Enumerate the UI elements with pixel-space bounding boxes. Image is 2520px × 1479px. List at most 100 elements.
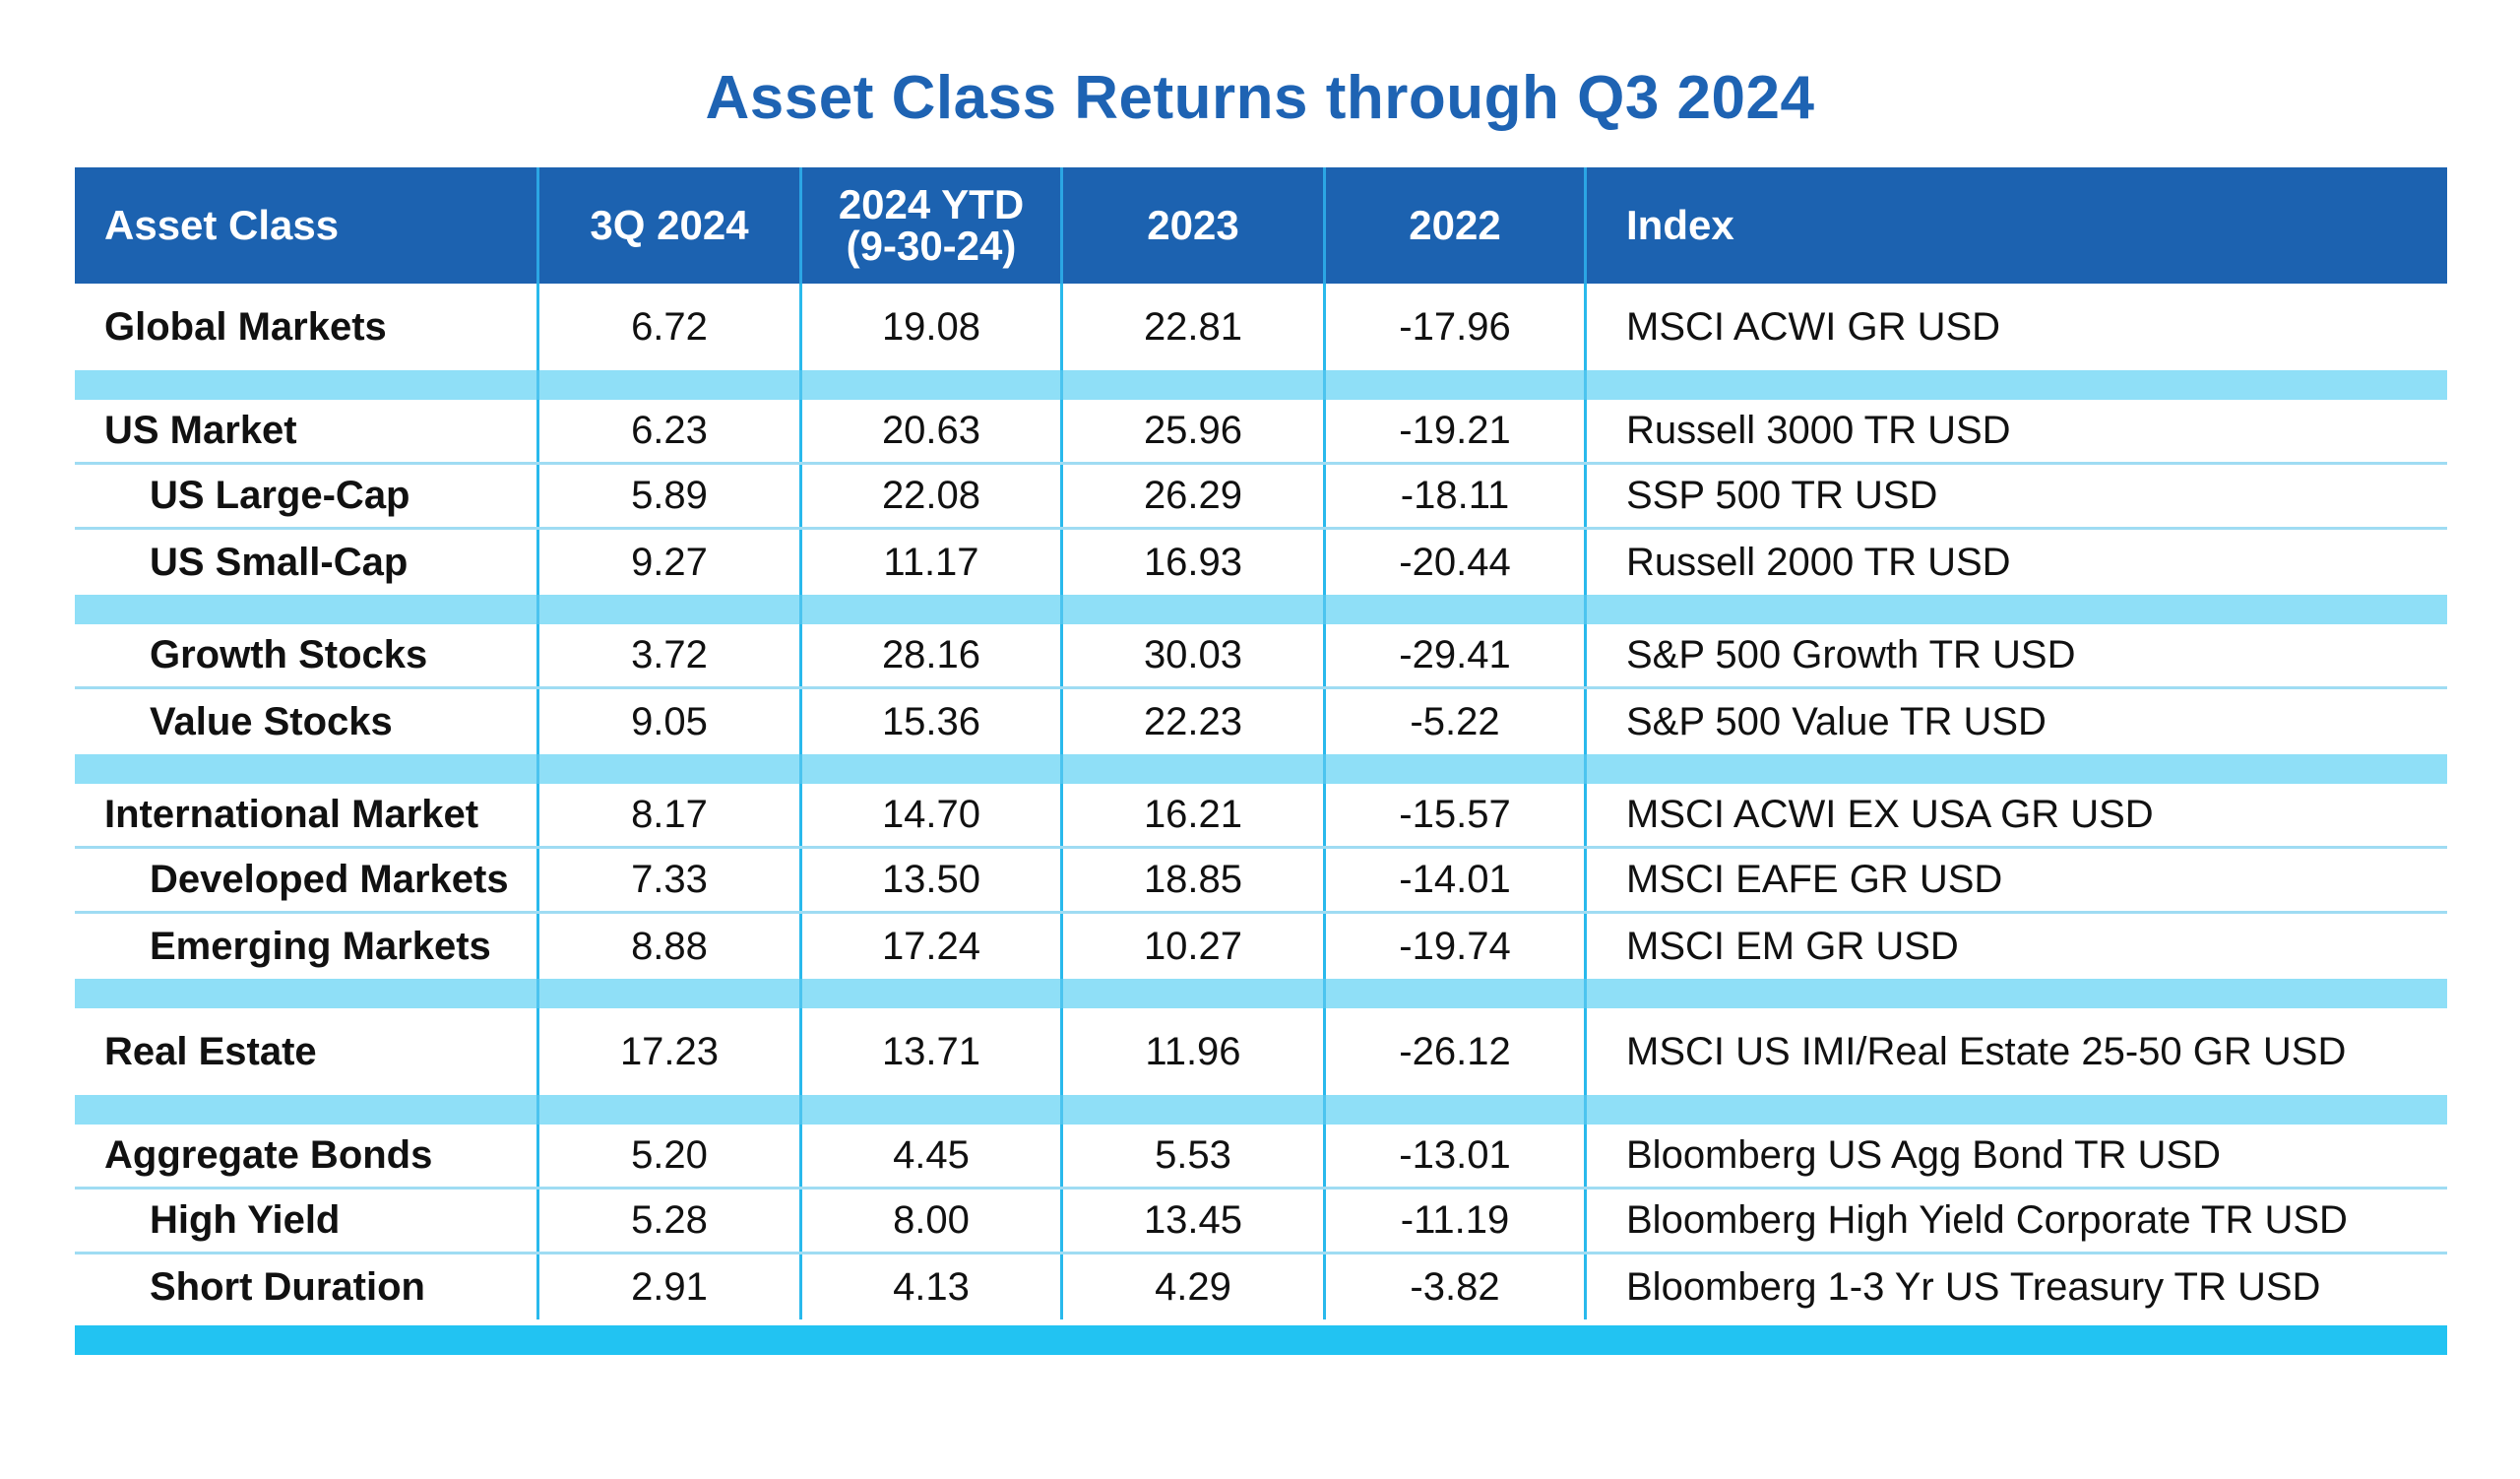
year-2022-cell: -29.41	[1326, 624, 1587, 686]
asset-class-cell: Growth Stocks	[75, 624, 539, 686]
index-cell: S&P 500 Growth TR USD	[1626, 633, 2076, 676]
separator-cell	[1326, 754, 1587, 784]
q3-2024-cell: 9.27	[539, 530, 802, 595]
separator-cell	[75, 595, 539, 624]
year-2022-cell: -19.74	[1326, 914, 1587, 979]
index-cell: S&P 500 Value TR USD	[1626, 699, 2047, 743]
separator-cell	[1587, 370, 2447, 400]
q3-2024-cell: 7.33	[539, 849, 802, 911]
year-2023-cell: 16.93	[1063, 530, 1326, 595]
separator-cell	[75, 370, 539, 400]
separator-cell	[539, 1095, 802, 1125]
ytd-2024-cell: 13.71	[802, 1008, 1063, 1095]
table-row: International Market 8.17 14.70 16.21 -15.57…	[75, 784, 2447, 849]
asset-class-cell: Global Markets	[75, 284, 539, 370]
asset-class-cell: Real Estate	[75, 1008, 539, 1095]
separator-cell	[1063, 1095, 1326, 1125]
header-3q-2024: 3Q 2024	[539, 167, 802, 284]
ytd-2024-cell: 22.08	[802, 465, 1063, 527]
year-2022-cell: -17.96	[1326, 284, 1587, 370]
asset-class-cell: Value Stocks	[75, 689, 539, 754]
q3-2024-cell: 5.20	[539, 1125, 802, 1187]
header-index: Index	[1626, 202, 1734, 248]
separator-cell	[539, 754, 802, 784]
header-2022: 2022	[1326, 167, 1587, 284]
table-row: Real Estate 17.23 13.71 11.96 -26.12 MSCI US …	[75, 1008, 2447, 1095]
ytd-2024-cell: 4.13	[802, 1254, 1063, 1319]
header-ytd-line2: (9-30-24)	[846, 223, 1017, 269]
ytd-2024-cell: 20.63	[802, 400, 1063, 462]
ytd-2024-cell: 4.45	[802, 1125, 1063, 1187]
year-2023-cell: 22.81	[1063, 284, 1326, 370]
ytd-2024-cell: 28.16	[802, 624, 1063, 686]
separator-cell	[1587, 754, 2447, 784]
separator-cell	[802, 595, 1063, 624]
separator-cell	[802, 754, 1063, 784]
q3-2024-cell: 17.23	[539, 1008, 802, 1095]
separator-cell	[1326, 979, 1587, 1008]
header-2023: 2023	[1063, 167, 1326, 284]
year-2022-cell: -20.44	[1326, 530, 1587, 595]
index-cell: Russell 2000 TR USD	[1626, 540, 2011, 584]
separator-cell	[802, 370, 1063, 400]
separator-cell	[1063, 595, 1326, 624]
separator-cell	[1063, 370, 1326, 400]
index-cell: SSP 500 TR USD	[1626, 474, 1938, 517]
separator-cell	[1063, 979, 1326, 1008]
q3-2024-cell: 9.05	[539, 689, 802, 754]
separator-cell	[802, 979, 1063, 1008]
asset-class-cell: US Small-Cap	[75, 530, 539, 595]
index-cell: MSCI ACWI GR USD	[1626, 304, 2001, 349]
group-separator	[75, 370, 2447, 400]
year-2023-cell: 5.53	[1063, 1125, 1326, 1187]
year-2022-cell: -26.12	[1326, 1008, 1587, 1095]
year-2022-cell: -13.01	[1326, 1125, 1587, 1187]
page-title: Asset Class Returns through Q3 2024	[705, 64, 1815, 132]
separator-cell	[1587, 595, 2447, 624]
year-2023-cell: 10.27	[1063, 914, 1326, 979]
table-row: Short Duration 2.91 4.13 4.29 -3.82 Bloomberg…	[75, 1254, 2447, 1319]
header-2024-ytd: 2024 YTD (9-30-24)	[802, 167, 1063, 284]
separator-cell	[1587, 1095, 2447, 1125]
year-2022-cell: -19.21	[1326, 400, 1587, 462]
index-cell: MSCI US IMI/Real Estate 25-50 GR USD	[1626, 1029, 2347, 1073]
asset-class-cell: US Large-Cap	[75, 465, 539, 527]
separator-cell	[1326, 595, 1587, 624]
q3-2024-cell: 8.17	[539, 784, 802, 846]
separator-cell	[75, 979, 539, 1008]
index-cell: MSCI ACWI EX USA GR USD	[1626, 793, 2154, 836]
year-2022-cell: -14.01	[1326, 849, 1587, 911]
year-2022-cell: -18.11	[1326, 465, 1587, 527]
ytd-2024-cell: 17.24	[802, 914, 1063, 979]
asset-class-cell: High Yield	[75, 1190, 539, 1252]
asset-class-cell: US Market	[75, 400, 539, 462]
ytd-2024-cell: 8.00	[802, 1190, 1063, 1252]
separator-cell	[1063, 754, 1326, 784]
ytd-2024-cell: 13.50	[802, 849, 1063, 911]
group-separator	[75, 595, 2447, 624]
group-separator	[75, 1095, 2447, 1125]
separator-cell	[539, 595, 802, 624]
index-cell: Bloomberg 1-3 Yr US Treasury TR USD	[1626, 1264, 2321, 1309]
table-row: Emerging Markets 8.88 17.24 10.27 -19.74 MSCI…	[75, 914, 2447, 979]
index-cell: MSCI EAFE GR USD	[1626, 858, 2003, 901]
separator-cell	[1326, 1095, 1587, 1125]
year-2023-cell: 22.23	[1063, 689, 1326, 754]
separator-cell	[539, 979, 802, 1008]
separator-cell	[75, 754, 539, 784]
year-2022-cell: -3.82	[1326, 1254, 1587, 1319]
index-cell: MSCI EM GR USD	[1626, 924, 1959, 968]
separator-cell	[539, 370, 802, 400]
separator-cell	[1587, 979, 2447, 1008]
year-2023-cell: 4.29	[1063, 1254, 1326, 1319]
table-row: Aggregate Bonds 5.20 4.45 5.53 -13.01 Bloombe…	[75, 1125, 2447, 1190]
asset-class-cell: Developed Markets	[75, 849, 539, 911]
group-separator	[75, 754, 2447, 784]
table-row: Growth Stocks 3.72 28.16 30.03 -29.41 S&P 500…	[75, 624, 2447, 689]
table-body: Global Markets 6.72 19.08 22.81 -17.96 MSCI A…	[75, 284, 2447, 1325]
q3-2024-cell: 5.28	[539, 1190, 802, 1252]
index-cell: Bloomberg High Yield Corporate TR USD	[1626, 1198, 2348, 1242]
table-row: Value Stocks 9.05 15.36 22.23 -5.22 S&P 500 V…	[75, 689, 2447, 754]
year-2023-cell: 30.03	[1063, 624, 1326, 686]
q3-2024-cell: 5.89	[539, 465, 802, 527]
